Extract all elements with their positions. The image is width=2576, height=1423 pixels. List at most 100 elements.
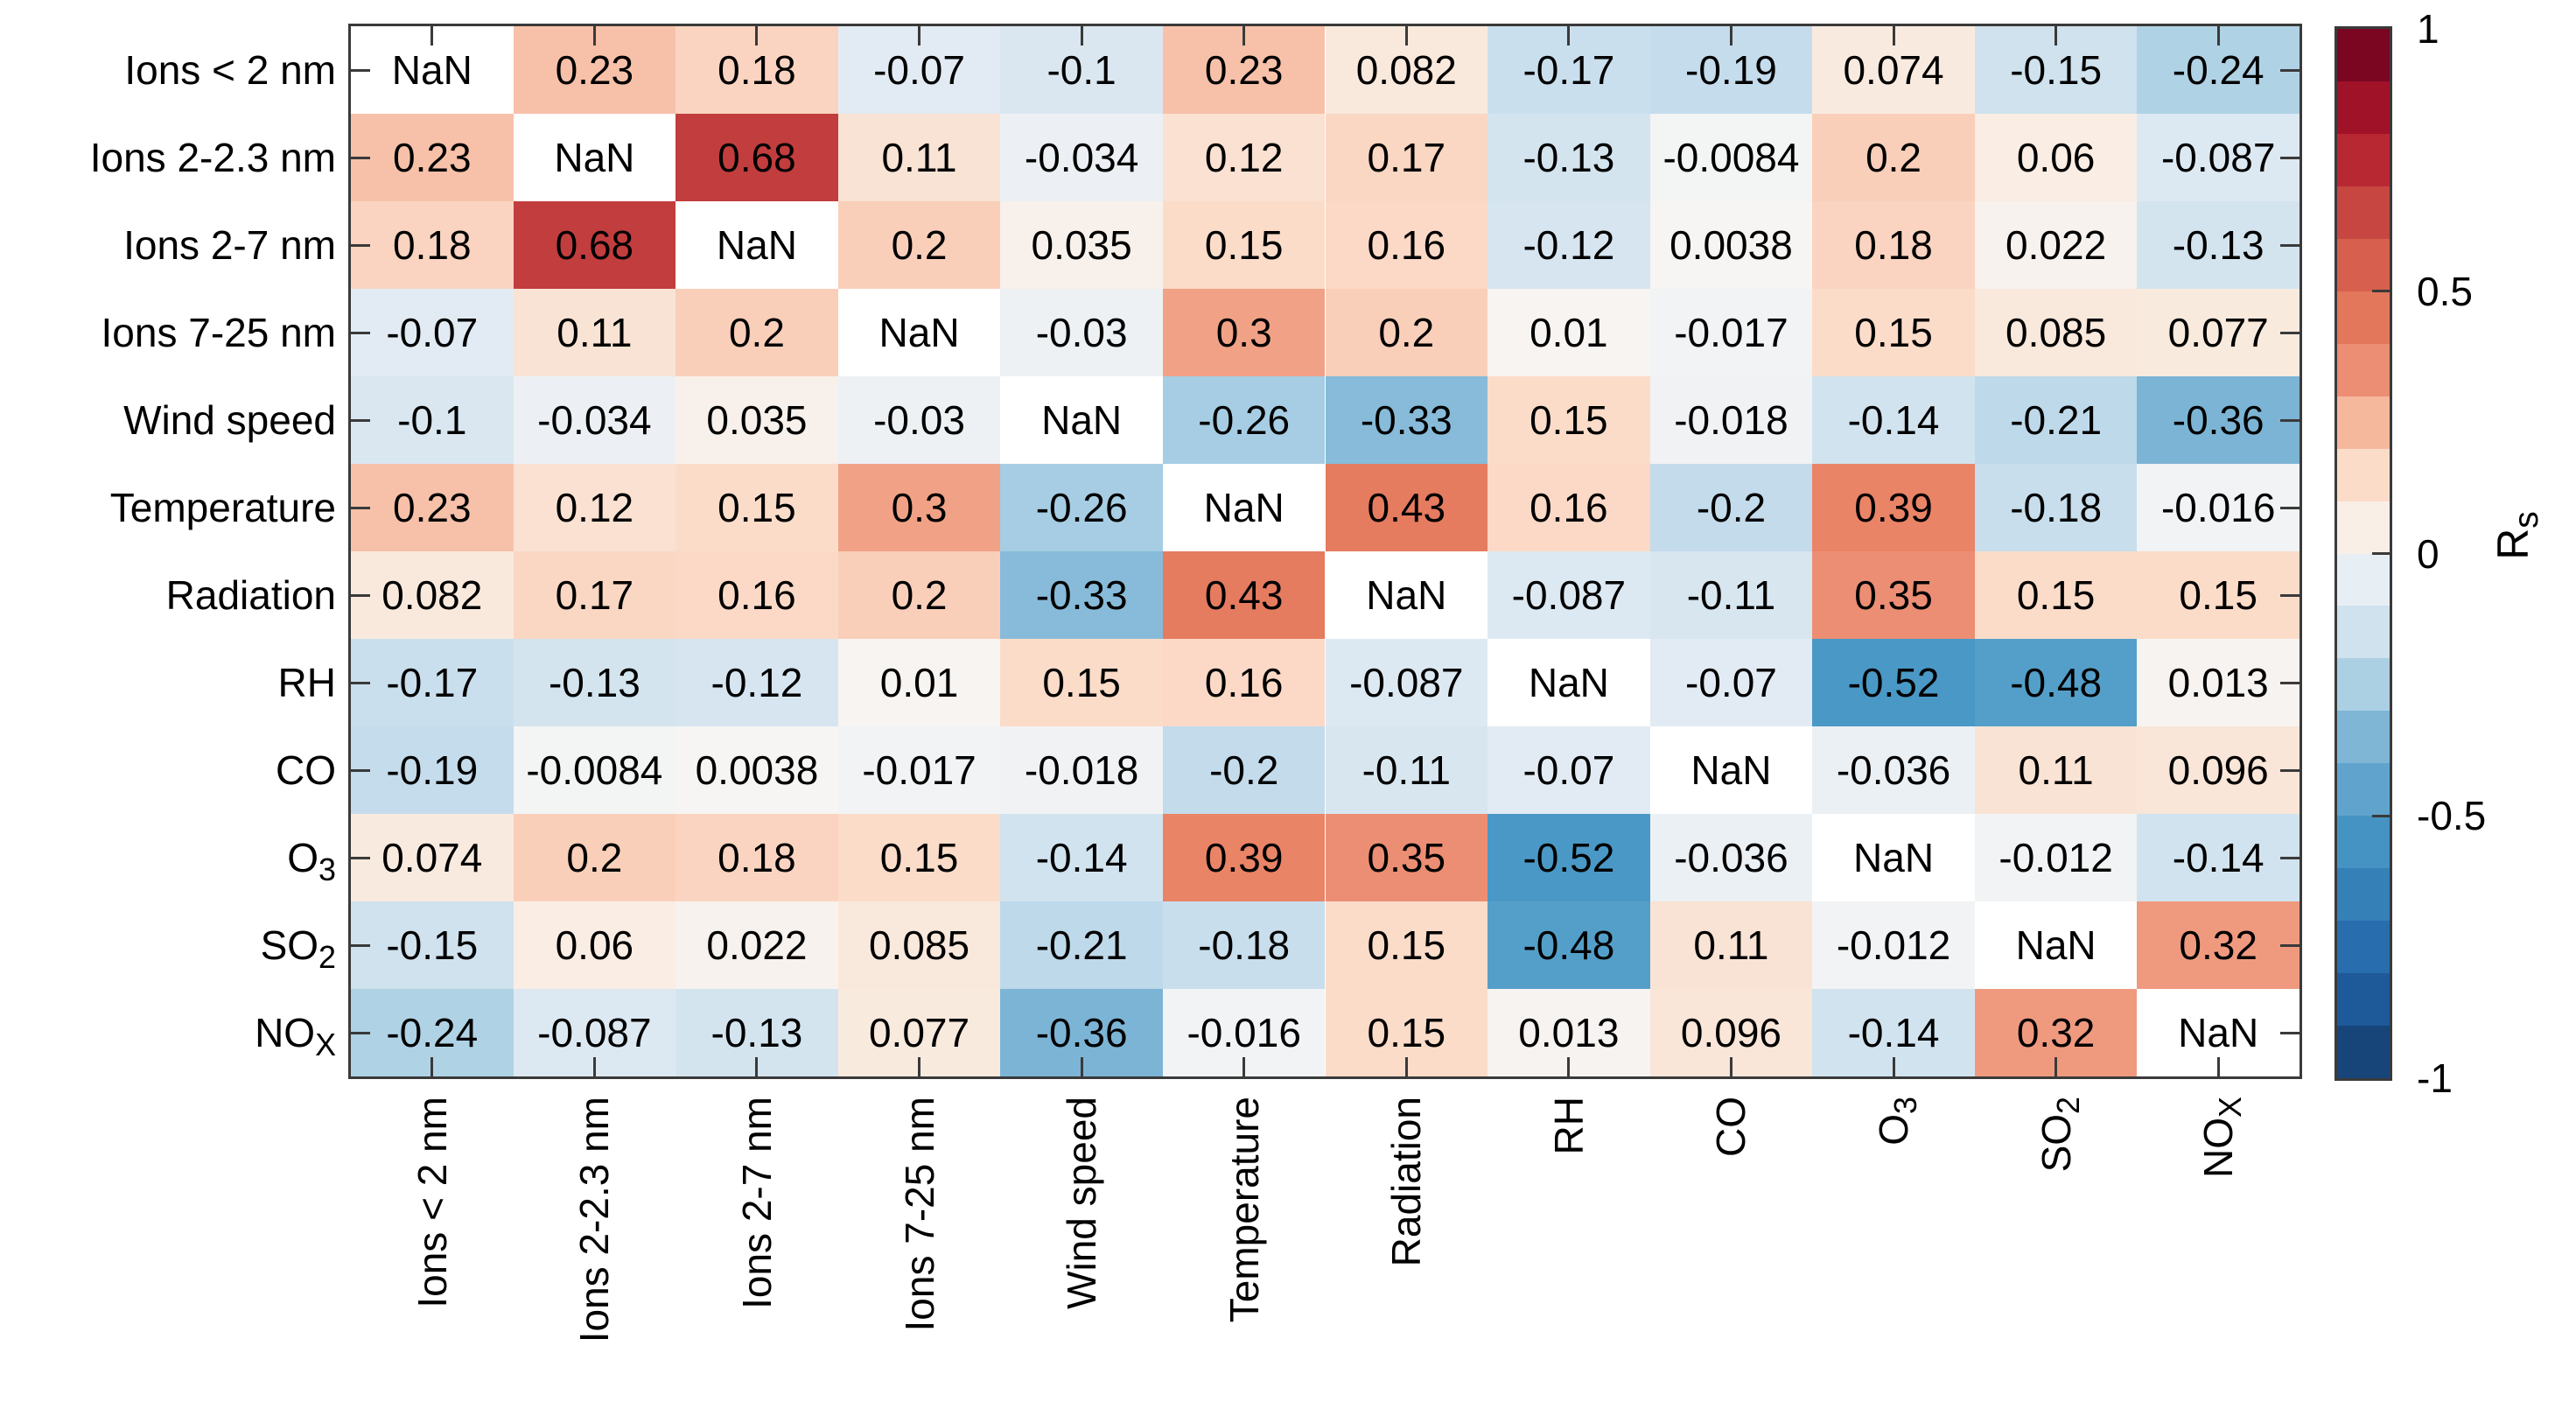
axis-tick-mark [2280,681,2300,684]
heatmap-cell: 0.022 [1974,201,2138,289]
colorbar-tick-mark [2372,290,2390,293]
heatmap-cell: 0.17 [513,551,676,639]
heatmap-cell: 0.68 [513,201,676,289]
axis-tick-mark [1567,26,1571,46]
axis-tick-mark [2216,1057,2220,1076]
heatmap-cell: 0.39 [1162,814,1326,901]
heatmap-cell: 0.15 [1000,639,1163,726]
heatmap-cell: -0.18 [1162,901,1326,989]
colorbar-band [2337,816,2390,869]
axis-tick-mark [1242,26,1246,46]
heatmap-cell: 0.085 [1974,289,2138,376]
axis-tick-mark [2216,26,2220,46]
colorbar-band [2337,501,2390,554]
axis-tick-mark [1080,1057,1083,1076]
axis-tick-mark [2280,418,2300,422]
heatmap-cell: 0.23 [513,26,676,114]
heatmap-cell: 0.15 [1812,289,1975,376]
axis-tick-mark [430,1057,434,1076]
heatmap-cell: 0.3 [1162,289,1326,376]
x-tick-label: RH [1545,1097,1592,1155]
heatmap-cell: -0.03 [837,376,1001,464]
heatmap-cell: 0.035 [676,376,838,464]
heatmap-cell: 0.18 [676,814,838,901]
y-tick-label: Ions 2-2.3 nm [89,135,336,180]
heatmap-cell: -0.034 [513,376,676,464]
heatmap-cell: -0.07 [1649,639,1813,726]
heatmap-cell: -0.33 [1325,376,1488,464]
heatmap-cell: -0.14 [2137,814,2300,901]
heatmap-cell: -0.26 [1000,464,1163,551]
colorbar-band [2337,186,2390,240]
y-tick-label: Temperature [109,485,336,530]
heatmap-cell: -0.07 [351,289,514,376]
axis-tick-mark [430,26,434,46]
y-tick-label: Radiation [165,572,336,618]
y-tick-label: SO2 [260,922,336,976]
x-tick-label: CO [1708,1097,1754,1157]
heatmap-cell: 0.16 [1325,201,1488,289]
heatmap-cell: NaN [1000,376,1163,464]
x-tick-label: Ions 7-25 nm [896,1097,942,1332]
axis-tick-mark [351,768,370,772]
axis-tick-mark [2280,768,2300,772]
heatmap-cell: 0.16 [1488,464,1650,551]
axis-tick-mark [351,943,370,947]
colorbar-band [2337,238,2390,292]
axis-tick-mark [351,331,370,334]
heatmap-cell: 0.15 [1325,901,1488,989]
axis-tick-mark [755,26,759,46]
colorbar-band [2337,133,2390,187]
heatmap-cell: 0.68 [676,114,838,201]
axis-tick-mark [2280,506,2300,509]
heatmap-cell: 0.23 [351,114,514,201]
heatmap-cell: NaN [513,114,676,201]
axis-tick-mark [351,418,370,422]
y-tick-label: Ions 2-7 nm [123,222,336,268]
heatmap-cell: 0.06 [1974,114,2138,201]
heatmap-cell: 0.15 [1325,989,1488,1076]
heatmap-cell: 0.074 [1812,26,1975,114]
axis-tick-mark [2280,331,2300,334]
heatmap-cell: -0.017 [1649,289,1813,376]
heatmap-cell: 0.11 [1974,726,2138,814]
heatmap-cell: -0.14 [1812,376,1975,464]
axis-tick-mark [2280,156,2300,159]
colorbar-band [2337,29,2390,82]
heatmap-cell: 0.15 [1488,376,1650,464]
heatmap-cell: 0.43 [1162,551,1326,639]
heatmap-cell: -0.087 [1488,551,1650,639]
y-tick-label: Wind speed [123,397,336,443]
axis-tick-mark [2280,68,2300,72]
y-tick-label: O3 [287,835,336,888]
heatmap-cell: -0.016 [2137,464,2300,551]
axis-tick-mark [351,593,370,597]
x-tick-label: Ions < 2 nm [409,1097,455,1308]
heatmap-cell: 0.23 [351,464,514,551]
axis-tick-mark [2280,856,2300,859]
heatmap-cell: NaN [1812,814,1975,901]
axis-tick-mark [1892,26,1895,46]
heatmap-cell: -0.2 [1162,726,1326,814]
heatmap-cell: NaN [837,289,1001,376]
axis-tick-mark [592,26,596,46]
colorbar-tick-label: 1 [2417,6,2440,52]
heatmap-cell: 0.082 [351,551,514,639]
heatmap-cell: -0.1 [351,376,514,464]
heatmap-cell: -0.012 [1812,901,1975,989]
colorbar-band [2337,868,2390,922]
axis-tick-mark [351,506,370,509]
heatmap-cell: -0.26 [1162,376,1326,464]
heatmap-cell: -0.012 [1974,814,2138,901]
heatmap-cell: 0.3 [837,464,1001,551]
heatmap-cell: 0.11 [513,289,676,376]
heatmap-cell: 0.077 [2137,289,2300,376]
heatmap-cell: -0.52 [1812,639,1975,726]
heatmap-cell: 0.096 [2137,726,2300,814]
heatmap-cell: 0.0038 [1649,201,1813,289]
heatmap-cell: 0.15 [1162,201,1326,289]
heatmap-cell: -0.19 [351,726,514,814]
colorbar-tick-label: -0.5 [2417,793,2487,839]
heatmap-cell: -0.15 [351,901,514,989]
heatmap-cell: -0.48 [1974,639,2138,726]
